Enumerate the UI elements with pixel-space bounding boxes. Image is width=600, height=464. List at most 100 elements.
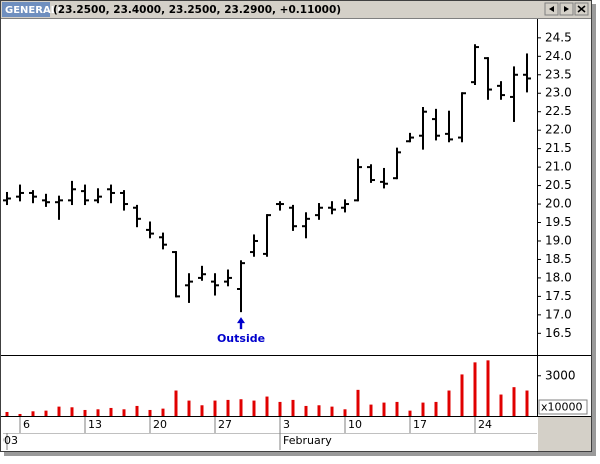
ohlc-bar xyxy=(159,232,167,250)
corner-box xyxy=(538,417,591,451)
title-bar xyxy=(1,1,591,18)
period-label: 2003 xyxy=(0,434,18,447)
volume-bar xyxy=(44,410,48,416)
ohlc-bar xyxy=(237,260,245,313)
x-tick-label: 27 xyxy=(218,418,232,431)
window-buttons xyxy=(544,2,589,16)
volume-bar xyxy=(382,402,386,416)
volume-bar xyxy=(512,387,516,416)
ohlc-bar xyxy=(484,57,492,100)
close-icon xyxy=(577,5,586,13)
y-tick-label: 18.5 xyxy=(545,252,572,266)
volume-bar xyxy=(5,411,9,416)
volume-bar xyxy=(96,409,100,416)
ohlc-bar xyxy=(510,66,518,122)
y-unit-label: x10000 xyxy=(541,401,583,414)
ohlc-bar xyxy=(380,167,388,189)
volume-bar xyxy=(408,410,412,416)
y-tick-label: 21.5 xyxy=(545,141,572,155)
volume-bar xyxy=(187,400,191,416)
ohlc-bar xyxy=(263,214,271,257)
title-highlight xyxy=(2,2,50,17)
ohlc-bar xyxy=(107,184,115,204)
volume-bar xyxy=(447,390,451,416)
ohlc-bar xyxy=(250,234,258,257)
ohlc-bar xyxy=(185,273,193,303)
y-tick-label: 16.5 xyxy=(545,326,572,340)
volume-bar xyxy=(174,390,178,416)
y-tick-label: 19.5 xyxy=(545,215,572,229)
volume-bar xyxy=(278,401,282,416)
volume-bar xyxy=(473,362,477,416)
volume-bar xyxy=(239,399,243,416)
y-tick-label: 17.5 xyxy=(545,289,572,303)
ohlc-bar xyxy=(94,188,102,204)
x-tick-label: 3 xyxy=(283,418,290,431)
ohlc-bar xyxy=(497,81,505,100)
ohlc-bar xyxy=(224,269,232,287)
ohlc-bar xyxy=(133,204,141,228)
chart-title: GENERALI xyxy=(5,5,61,16)
chart-subtitle: (23.2500, 23.4000, 23.2500, 23.2900, +0.… xyxy=(53,4,341,16)
volume-bar xyxy=(148,409,152,416)
ohlc-bar xyxy=(406,132,414,143)
annotation-arrow xyxy=(237,317,245,330)
y-tick-label: 20.0 xyxy=(545,197,572,211)
ohlc-bar xyxy=(302,212,310,239)
volume-bar xyxy=(252,400,256,416)
y-tick-label: 24.0 xyxy=(545,49,572,63)
ohlc-bar xyxy=(458,92,466,143)
period-label: February xyxy=(283,434,332,447)
volume-bar xyxy=(109,407,113,416)
volume-bar xyxy=(421,402,425,416)
x-tick-label: 20 xyxy=(153,418,167,431)
ohlc-bar xyxy=(445,110,453,143)
ohlc-bar xyxy=(172,251,180,298)
volume-bar xyxy=(304,405,308,416)
volume-bar xyxy=(460,374,464,416)
volume-bar xyxy=(356,389,360,416)
volume-bar xyxy=(343,409,347,416)
y-tick-label: 17.0 xyxy=(545,307,572,321)
right-arrow-icon xyxy=(564,6,569,12)
volume-bar xyxy=(57,406,61,416)
x-axis: 6 13 20 27 3 10 17 24 2003 February xyxy=(0,417,492,450)
volume-bar xyxy=(31,411,35,416)
ohlc-bar xyxy=(120,190,128,211)
y-tick-label: 24.5 xyxy=(545,30,572,44)
volume-bar xyxy=(525,390,529,416)
y-tick-label: 22.5 xyxy=(545,104,572,118)
volume-bar xyxy=(434,401,438,416)
volume-bar xyxy=(499,394,503,416)
annotation-label: Outside xyxy=(217,332,265,345)
volume-bar xyxy=(213,400,217,416)
volume-bar xyxy=(486,360,490,416)
ohlc-bar xyxy=(198,265,206,281)
ohlc-bar xyxy=(367,164,375,183)
ohlc-bar xyxy=(55,195,63,220)
ohlc-bar xyxy=(523,53,531,93)
volume-bar xyxy=(200,405,204,416)
y-tick-label: 19.0 xyxy=(545,233,572,247)
volume-bar xyxy=(369,404,373,416)
ohlc-bar xyxy=(341,199,349,213)
ohlc-bar xyxy=(471,44,479,86)
y-tick-label: 22.0 xyxy=(545,123,572,137)
ohlc-bar xyxy=(432,108,440,141)
volume-bar xyxy=(83,409,87,416)
volume-bar xyxy=(291,399,295,416)
ohlc-bar xyxy=(315,203,323,220)
y-tick-label: 23.0 xyxy=(545,86,572,100)
x-tick-label: 24 xyxy=(478,418,492,431)
y-tick-label: 3000 xyxy=(545,368,576,382)
y-tick-label: 21.0 xyxy=(545,160,572,174)
volume-bar xyxy=(135,405,139,416)
volume-bar xyxy=(18,413,22,416)
ohlc-bar xyxy=(289,204,297,231)
ohlc-bar xyxy=(146,221,154,239)
volume-bar xyxy=(395,401,399,416)
ohlc-bar xyxy=(354,158,362,202)
volume-bar xyxy=(161,408,165,416)
volume-bar xyxy=(265,396,269,416)
y-tick-label: 23.5 xyxy=(545,67,572,81)
